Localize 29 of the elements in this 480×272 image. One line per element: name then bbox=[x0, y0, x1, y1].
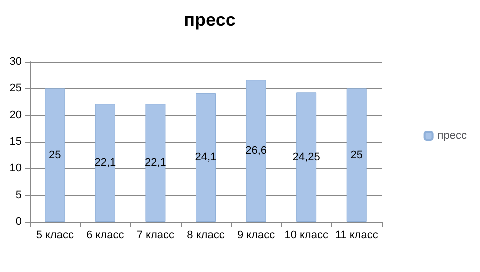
y-tick-label: 10 bbox=[10, 162, 22, 175]
y-tick-label: 25 bbox=[10, 82, 22, 95]
data-label: 25 bbox=[350, 149, 363, 162]
data-label: 26,6 bbox=[246, 145, 267, 158]
data-label: 22,1 bbox=[94, 157, 116, 170]
bar bbox=[45, 88, 66, 222]
bar bbox=[196, 93, 216, 222]
data-label: 24,1 bbox=[195, 152, 217, 164]
chart-title: пресс bbox=[184, 10, 236, 30]
bar bbox=[346, 88, 367, 222]
x-tick-label: 7 класс bbox=[136, 230, 176, 242]
x-tick-label: 5 класс bbox=[36, 230, 74, 242]
data-label: 25 bbox=[49, 149, 62, 162]
y-tick-label: 0 bbox=[16, 216, 22, 228]
y-tick-label: 5 bbox=[16, 189, 22, 202]
x-tick-label: 6 класс bbox=[86, 230, 125, 242]
legend-label: пресс bbox=[438, 130, 468, 142]
bar bbox=[146, 104, 166, 222]
x-tick-label: 10 класс bbox=[284, 230, 329, 242]
x-tick-label: 9 класс bbox=[237, 230, 276, 242]
data-label: 24,25 bbox=[292, 151, 320, 164]
bar bbox=[246, 80, 266, 222]
y-tick-label: 30 bbox=[10, 56, 22, 68]
y-tick-label: 15 bbox=[10, 136, 22, 148]
x-tick-label: 11 класс bbox=[335, 230, 379, 242]
x-tick-label: 8 класс bbox=[187, 230, 226, 242]
data-label: 22,1 bbox=[145, 157, 166, 170]
bar bbox=[95, 104, 116, 222]
y-tick-label: 20 bbox=[10, 109, 22, 122]
